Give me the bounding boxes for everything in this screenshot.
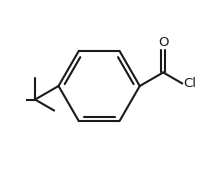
Text: Cl: Cl: [183, 77, 196, 90]
Text: O: O: [158, 36, 168, 49]
